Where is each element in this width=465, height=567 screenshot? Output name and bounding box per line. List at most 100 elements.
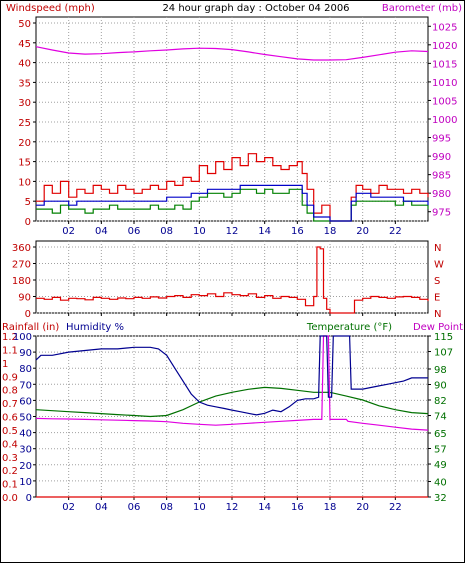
x-tick-label: 12 <box>226 226 239 237</box>
temperature-tick-label: 40 <box>434 477 447 488</box>
barometer-tick-label: 1000 <box>432 115 457 126</box>
rainfall-axis-label: Rainfall (in) <box>2 322 59 333</box>
windspeed-tick-label: 35 <box>18 78 31 89</box>
windspeed-tick-label: 25 <box>18 118 31 129</box>
x-tick-label: 14 <box>258 502 271 513</box>
series-line-gust <box>36 153 429 222</box>
x-tick-label: 12 <box>226 502 239 513</box>
barometer-tick-label: 975 <box>432 208 451 219</box>
humidity-tick-label: 20 <box>19 461 32 472</box>
windspeed-tick-label: 30 <box>18 98 31 109</box>
humidity-tick-label: 30 <box>19 445 32 456</box>
x-tick-label: 06 <box>128 502 141 513</box>
rainfall-tick-label: 0.8 <box>2 386 18 397</box>
temperature-tick-label: 90 <box>434 380 447 391</box>
windspeed-tick-label: 50 <box>18 19 31 30</box>
barometer-axis-label: Barometer (mb) <box>382 3 462 14</box>
x-tick-label: 08 <box>160 502 173 513</box>
temperature-tick-label: 74 <box>434 412 447 423</box>
windspeed-tick-label: 0 <box>25 217 31 228</box>
humidity-tick-label: 10 <box>19 477 32 488</box>
barometer-tick-label: 1025 <box>432 22 457 33</box>
windspeed-tick-label: 15 <box>18 158 31 169</box>
series-line-barometer <box>35 46 429 61</box>
series-line-temperature <box>35 386 429 418</box>
x-tick-label: 20 <box>356 226 369 237</box>
barometer-tick-label: 1020 <box>432 41 457 52</box>
humidity-tick-label: 90 <box>19 348 32 359</box>
direction-tick-label: 270 <box>12 260 31 271</box>
x-tick-label: 04 <box>95 226 108 237</box>
x-tick-label: 02 <box>62 226 75 237</box>
compass-tick-label: N <box>434 309 441 320</box>
barometer-tick-label: 980 <box>432 189 451 200</box>
x-tick-label: 06 <box>128 226 141 237</box>
direction-tick-label: 90 <box>18 293 31 304</box>
barometer-tick-label: 995 <box>432 134 451 145</box>
x-tick-label: 22 <box>389 226 402 237</box>
temperature-tick-label: 65 <box>434 429 447 440</box>
windspeed-axis-label: Windspeed (mph) <box>6 3 95 14</box>
rainfall-tick-label: 1 <box>2 359 8 370</box>
series-line-humidity <box>35 335 428 416</box>
compass-tick-label: N <box>434 243 441 254</box>
x-tick-label: 18 <box>324 226 337 237</box>
windspeed-tick-label: 5 <box>25 197 31 208</box>
barometer-tick-label: 1015 <box>432 59 457 70</box>
humidity-tick-label: 100 <box>13 332 32 343</box>
rainfall-tick-label: 0.4 <box>2 439 18 450</box>
rain-humidity-temperature-panel: 02 04 06 08 10 12 14 16 18 20 220.00.10.20.30.40.5… <box>2 332 453 513</box>
rainfall-tick-label: 0.0 <box>2 493 18 504</box>
windspeed-tick-label: 40 <box>18 59 31 70</box>
rainfall-tick-label: 0.3 <box>2 453 18 464</box>
humidity-tick-label: 0 <box>26 493 32 504</box>
windspeed-tick-label: 20 <box>18 138 31 149</box>
series-line-dewpoint <box>35 335 429 431</box>
direction-tick-label: 360 <box>12 243 31 254</box>
x-tick-label: 02 <box>62 502 75 513</box>
compass-tick-label: S <box>434 276 440 287</box>
barometer-tick-label: 1005 <box>432 96 457 107</box>
temperature-tick-label: 107 <box>434 348 453 359</box>
barometer-tick-label: 1010 <box>432 78 457 89</box>
x-tick-label: 16 <box>291 226 304 237</box>
temperature-tick-label: 98 <box>434 365 447 376</box>
rainfall-tick-label: 0.6 <box>2 413 18 424</box>
temperature-tick-label: 32 <box>434 493 447 504</box>
windspeed-tick-label: 10 <box>18 177 31 188</box>
barometer-tick-label: 990 <box>432 152 451 163</box>
dewpoint-axis-label: Dew Point <box>413 322 463 333</box>
x-tick-label: 04 <box>95 502 108 513</box>
x-tick-label: 08 <box>160 226 173 237</box>
temperature-axis-label: Temperature (°F) <box>306 322 392 333</box>
rainfall-tick-label: 0.9 <box>2 372 18 383</box>
series-line-wind_green <box>36 188 429 222</box>
rainfall-tick-label: 0.5 <box>2 426 18 437</box>
x-tick-label: 18 <box>324 502 337 513</box>
temperature-tick-label: 49 <box>434 460 447 471</box>
barometer-tick-label: 985 <box>432 171 451 182</box>
direction-tick-label: 180 <box>12 276 31 287</box>
chart-title: 24 hour graph day : October 04 2006 <box>162 3 349 14</box>
rainfall-tick-label: 1.1 <box>2 345 18 356</box>
rainfall-tick-label: 1.2 <box>2 332 18 343</box>
x-tick-label: 10 <box>193 502 206 513</box>
humidity-tick-label: 60 <box>19 396 32 407</box>
x-tick-label: 10 <box>193 226 206 237</box>
compass-tick-label: E <box>434 293 440 304</box>
x-tick-label: 16 <box>291 502 304 513</box>
direction-tick-label: 0 <box>25 309 31 320</box>
wind-direction-panel: 0 N 90 E 180 S 270 W 360 N <box>12 240 444 320</box>
humidity-tick-label: 70 <box>19 380 32 391</box>
x-tick-label: 14 <box>258 226 271 237</box>
rainfall-tick-label: 0.1 <box>2 480 18 491</box>
x-tick-label: 22 <box>389 502 402 513</box>
rainfall-tick-label: 0.2 <box>2 466 18 477</box>
temperature-tick-label: 82 <box>434 396 447 407</box>
series-line-direction <box>36 246 429 314</box>
rainfall-tick-label: 0.7 <box>2 399 18 410</box>
temperature-tick-label: 115 <box>434 332 453 343</box>
wind-barometer-panel: 02 04 06 08 10 12 14 16 18 20 22051015202530354045… <box>18 16 457 237</box>
compass-tick-label: W <box>434 260 444 271</box>
